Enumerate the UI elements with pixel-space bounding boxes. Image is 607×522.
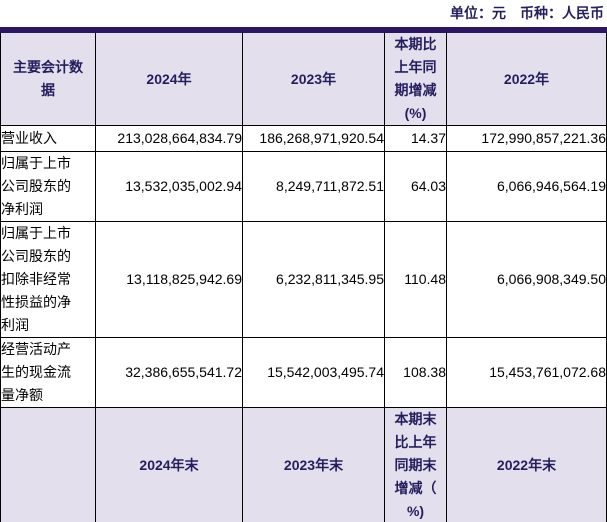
change-percent: 108.38 bbox=[384, 337, 447, 408]
metric-label: 归属于上市 公司股东的 净利润 bbox=[0, 151, 96, 222]
key-accounting-data-table: 主要会计数 据 2024年 2023年 本期比 上年同 期增减 (%) 2022… bbox=[0, 27, 607, 522]
col-header-metric: 主要会计数 据 bbox=[0, 29, 96, 126]
value-2023: 6,232,811,345.95 bbox=[242, 221, 385, 338]
table-row-net-profit-excl-nonrecurring: 归属于上市 公司股东的 扣除非经常 性损益的净 利润 13,118,825,94… bbox=[0, 221, 607, 338]
value-2022: 6,066,908,349.50 bbox=[446, 221, 607, 338]
value-2024: 13,532,035,002.94 bbox=[95, 151, 243, 222]
unit-currency-caption: 单位：元 币种：人民币 bbox=[450, 5, 604, 21]
value-2024: 213,028,664,834.79 bbox=[95, 125, 243, 152]
col-header-yoy-change: 本期比 上年同 期增减 (%) bbox=[384, 29, 447, 126]
col-header-2023: 2023年 bbox=[242, 29, 385, 126]
change-percent: 110.48 bbox=[384, 221, 447, 338]
col-header-end-2023: 2023年末 bbox=[242, 407, 385, 522]
change-percent: 14.37 bbox=[384, 125, 447, 152]
metric-label: 归属于上市 公司股东的 扣除非经常 性损益的净 利润 bbox=[0, 221, 96, 338]
table-header-row-top: 主要会计数 据 2024年 2023年 本期比 上年同 期增减 (%) 2022… bbox=[0, 29, 607, 126]
change-percent: 64.03 bbox=[384, 151, 447, 222]
col-header-period-end-change: 本期末 比上年 同期末 增减（ %) bbox=[384, 407, 447, 522]
value-2023: 8,249,711,872.51 bbox=[242, 151, 385, 222]
col-header-2022: 2022年 bbox=[446, 29, 607, 126]
col-header-empty bbox=[0, 407, 96, 522]
value-2024: 32,386,655,541.72 bbox=[95, 337, 243, 408]
table-header-row-bottom: 2024年末 2023年末 本期末 比上年 同期末 增减（ %) 2022年末 bbox=[0, 407, 607, 522]
value-2023: 15,542,003,495.74 bbox=[242, 337, 385, 408]
value-2022: 172,990,857,221.36 bbox=[446, 125, 607, 152]
value-2024: 13,118,825,942.69 bbox=[95, 221, 243, 338]
value-2023: 186,268,971,920.54 bbox=[242, 125, 385, 152]
col-header-end-2024: 2024年末 bbox=[95, 407, 243, 522]
col-header-2024: 2024年 bbox=[95, 29, 243, 126]
value-2022: 15,453,761,072.68 bbox=[446, 337, 607, 408]
table-row-operating-cash-flow: 经营活动产 生的现金流 量净额 32,386,655,541.72 15,542… bbox=[0, 337, 607, 408]
metric-label: 营业收入 bbox=[0, 125, 96, 152]
col-header-end-2022: 2022年末 bbox=[446, 407, 607, 522]
table-row-revenue: 营业收入 213,028,664,834.79 186,268,971,920.… bbox=[0, 125, 607, 152]
value-2022: 6,066,946,564.19 bbox=[446, 151, 607, 222]
table-row-net-profit: 归属于上市 公司股东的 净利润 13,532,035,002.94 8,249,… bbox=[0, 151, 607, 222]
metric-label: 经营活动产 生的现金流 量净额 bbox=[0, 337, 96, 408]
